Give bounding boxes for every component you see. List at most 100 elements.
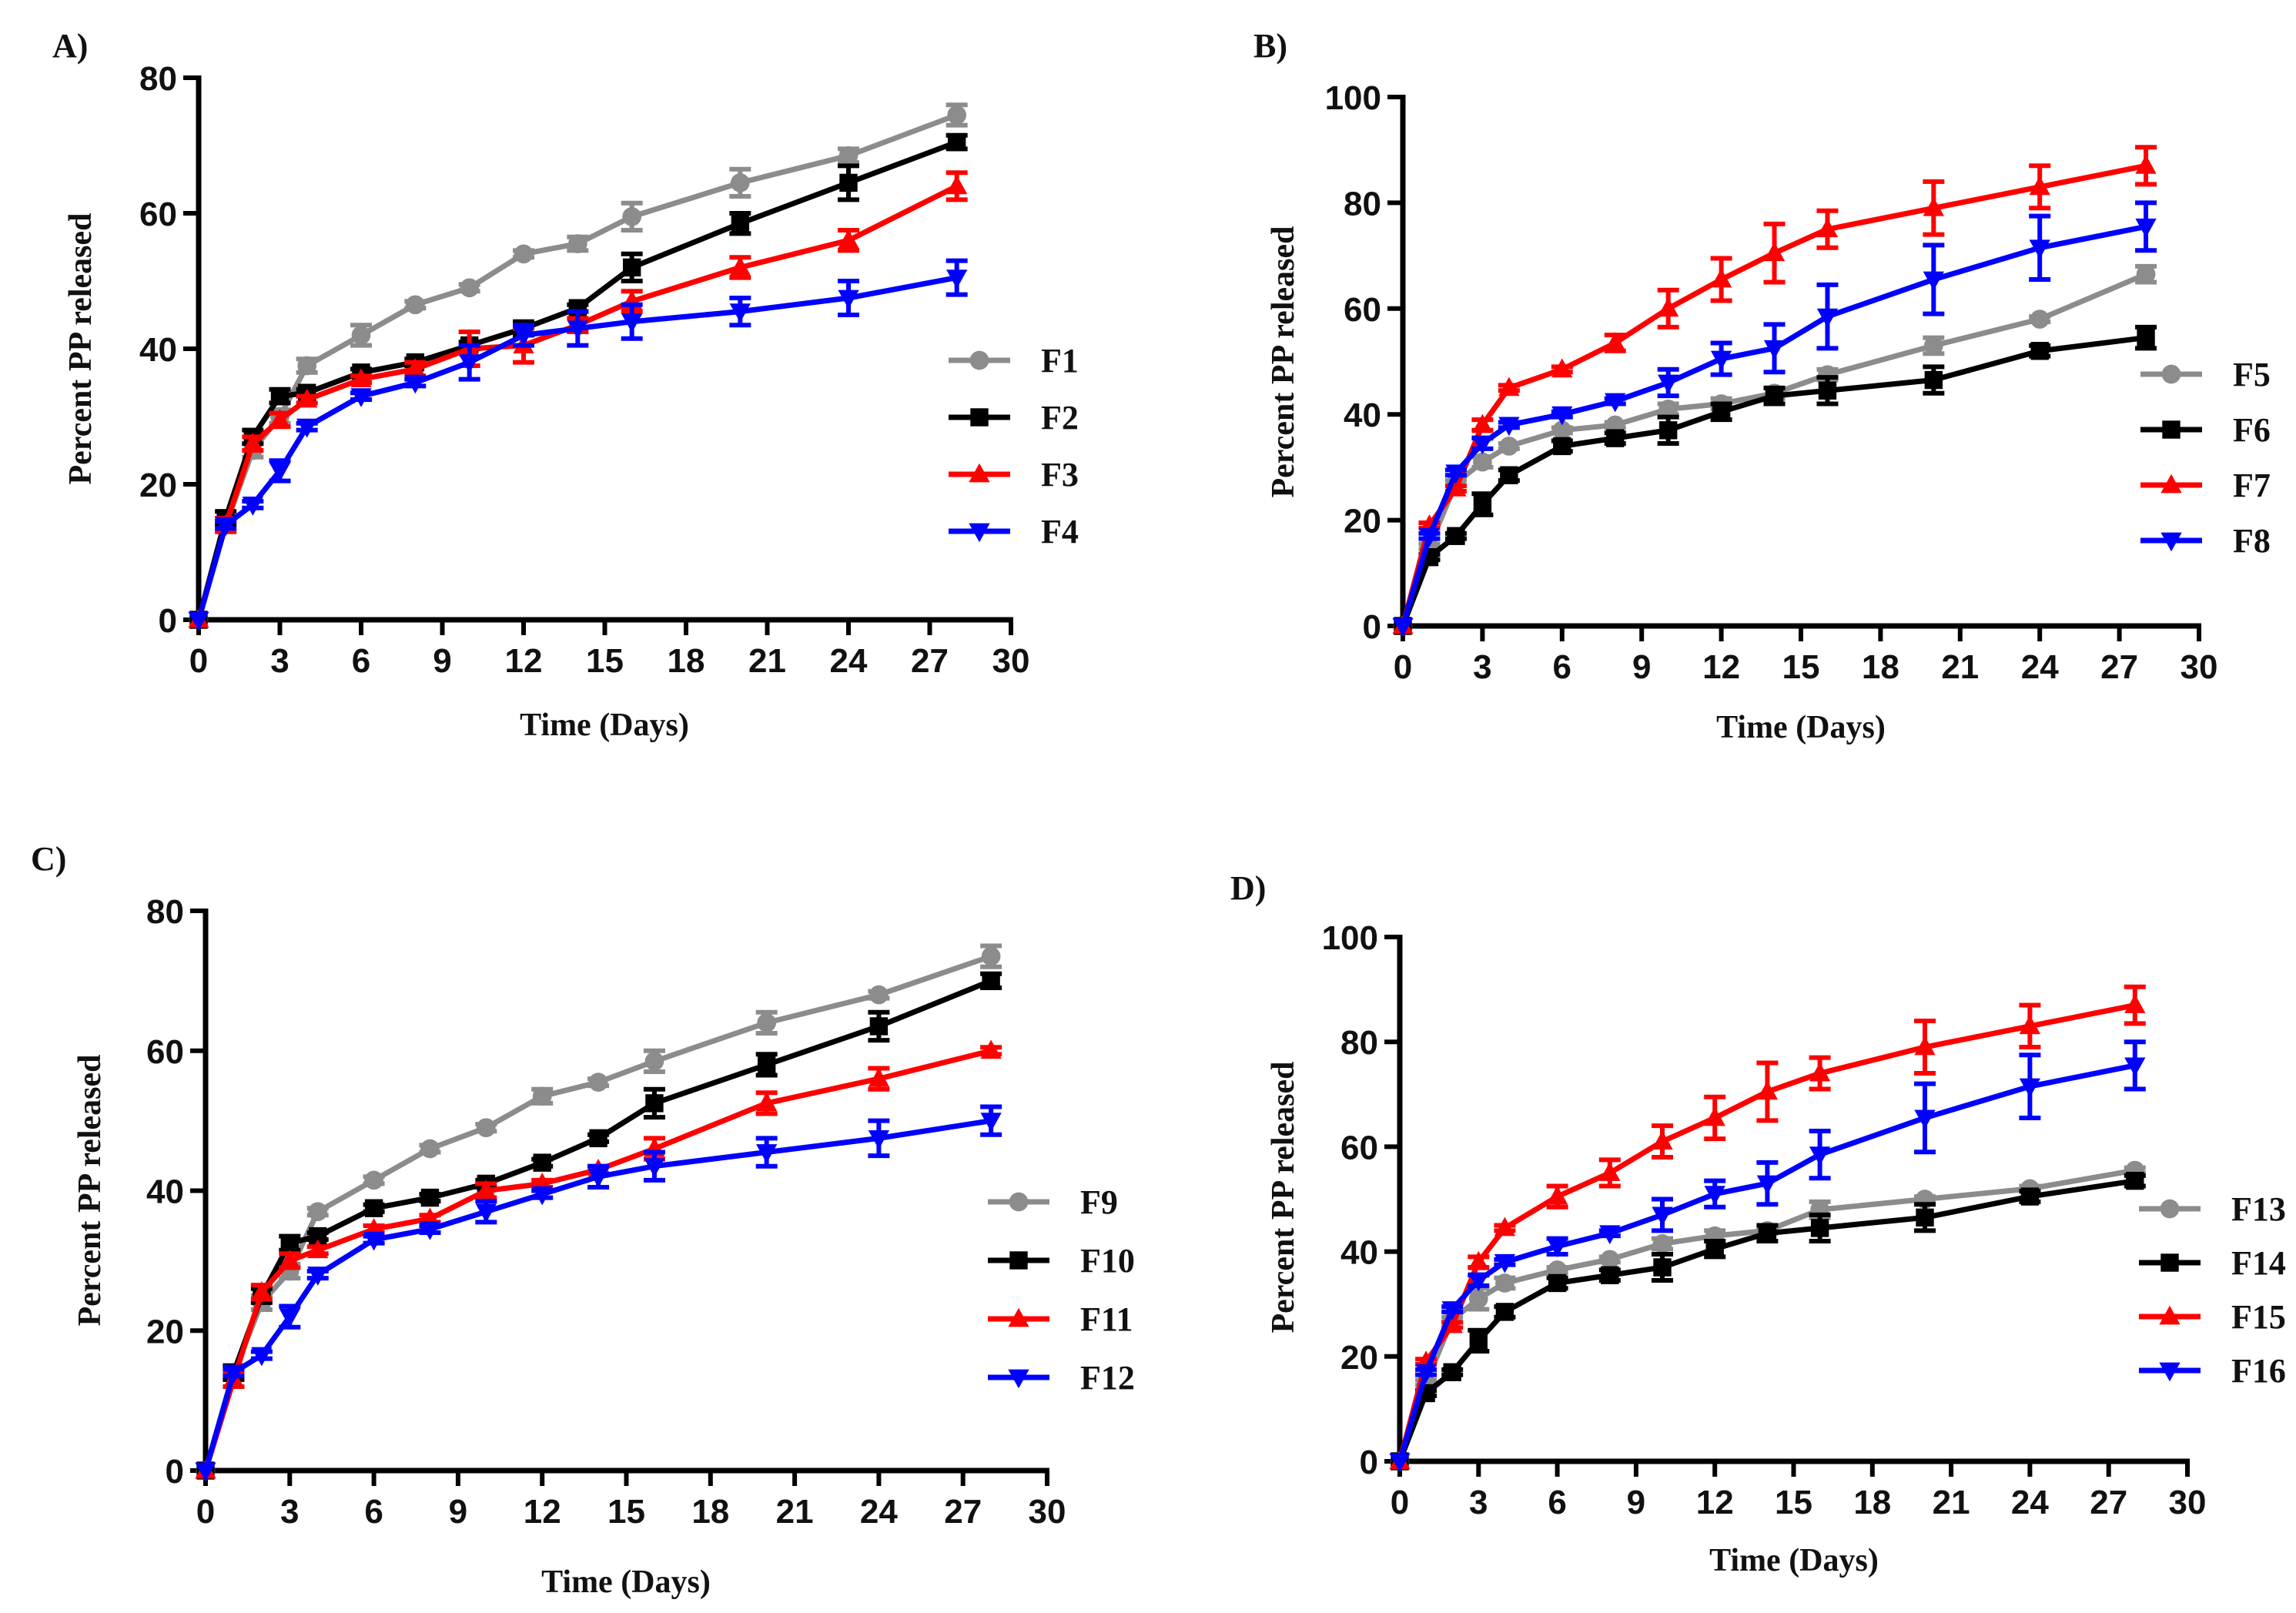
legend-label: F2 bbox=[1041, 399, 1079, 437]
panel-label: A) bbox=[52, 27, 88, 65]
marker-triangle-up bbox=[729, 256, 751, 276]
marker-square bbox=[589, 1129, 607, 1148]
panel-b: B) 0 3 6 9 12 15 18 21 24 27 30 0 20 40 60 80 100 Time (Da… bbox=[1253, 27, 2271, 745]
y-tick-label: 80 bbox=[146, 893, 184, 931]
marker-triangle-up bbox=[1816, 218, 1839, 238]
marker-triangle-down bbox=[729, 303, 751, 323]
marker-square bbox=[1765, 387, 1784, 405]
marker-triangle-up bbox=[2159, 1305, 2181, 1325]
marker-square bbox=[1818, 381, 1837, 400]
marker-triangle-down bbox=[980, 1113, 1002, 1132]
y-axis-title: Percent PP released bbox=[1266, 1062, 1301, 1334]
marker-triangle-down bbox=[242, 497, 263, 516]
series-f8 bbox=[1392, 200, 2157, 638]
marker-triangle-up bbox=[1652, 1130, 1673, 1150]
x-axis-title: Time (Days) bbox=[520, 708, 689, 743]
y-tick-label: 0 bbox=[1360, 1444, 1378, 1481]
x-tick-label: 18 bbox=[1862, 648, 1899, 686]
marker-square bbox=[1553, 437, 1571, 456]
panel-label: C) bbox=[31, 840, 66, 878]
x-tick-label: 6 bbox=[1553, 648, 1571, 686]
x-tick-label: 15 bbox=[1775, 1484, 1812, 1521]
marker-square bbox=[757, 1056, 776, 1074]
x-tick-label: 9 bbox=[433, 642, 451, 680]
series-f12 bbox=[195, 1104, 1002, 1482]
series-f10 bbox=[196, 971, 1002, 1480]
marker-circle bbox=[420, 1139, 440, 1159]
marker-circle bbox=[460, 278, 480, 298]
marker-triangle-down bbox=[2160, 532, 2182, 552]
marker-triangle-down bbox=[1809, 1146, 1831, 1166]
marker-square bbox=[2162, 420, 2181, 439]
x-axis-title: Time (Days) bbox=[1709, 1543, 1879, 1578]
marker-circle bbox=[1658, 399, 1678, 419]
marker-triangle-down bbox=[404, 374, 426, 394]
x-tick-label: 18 bbox=[691, 1493, 729, 1531]
marker-triangle-up bbox=[1914, 1036, 1936, 1056]
legend-label: F9 bbox=[1080, 1183, 1118, 1221]
y-tick-label: 80 bbox=[1344, 185, 1381, 223]
marker-square bbox=[1810, 1219, 1829, 1237]
x-tick-label: 30 bbox=[2169, 1484, 2207, 1521]
x-axis-title: Time (Days) bbox=[541, 1564, 711, 1600]
marker-triangle-down bbox=[2124, 1057, 2146, 1077]
marker-triangle-up bbox=[2124, 994, 2146, 1013]
legend-label: F1 bbox=[1041, 342, 1079, 380]
marker-triangle-up bbox=[2019, 1015, 2041, 1035]
x-tick-label: 6 bbox=[352, 642, 370, 680]
legend-label: F3 bbox=[1041, 456, 1079, 494]
marker-triangle-down bbox=[1415, 1364, 1437, 1384]
marker-triangle-down bbox=[1392, 617, 1414, 638]
marker-circle bbox=[1468, 1289, 1488, 1309]
marker-square bbox=[1009, 1251, 1028, 1270]
marker-triangle-up bbox=[1763, 242, 1786, 262]
marker-circle bbox=[1495, 1273, 1514, 1293]
y-tick-label: 40 bbox=[139, 331, 177, 369]
x-tick-label: 9 bbox=[1627, 1484, 1645, 1521]
y-axis-title: Percent PP released bbox=[72, 1055, 108, 1327]
y-axis-title: Percent PP released bbox=[63, 213, 99, 485]
y-tick-label: 100 bbox=[1325, 79, 1381, 117]
marker-triangle-down bbox=[1710, 350, 1732, 370]
marker-circle bbox=[1473, 452, 1492, 472]
series-f4 bbox=[188, 258, 968, 631]
y-tick-label: 80 bbox=[139, 60, 177, 98]
marker-triangle-down bbox=[1763, 340, 1786, 360]
marker-square bbox=[2137, 328, 2155, 347]
y-tick-label: 60 bbox=[139, 196, 177, 233]
panel-d: D) 0 3 6 9 12 15 18 21 24 27 30 0 20 40 60 80 100 Time (Da… bbox=[1230, 869, 2286, 1578]
legend-label: F12 bbox=[1080, 1359, 1135, 1397]
marker-circle bbox=[1552, 420, 1572, 440]
panel-c: C) 0 3 6 9 12 15 18 21 24 27 30 0 20 40 60 80 Time (Days)… bbox=[31, 840, 1135, 1600]
marker-triangle-up bbox=[2029, 176, 2050, 196]
marker-square bbox=[1447, 527, 1465, 545]
marker-triangle-down bbox=[419, 1221, 441, 1240]
marker-square bbox=[420, 1188, 440, 1207]
series-f11 bbox=[195, 1039, 1002, 1479]
marker-triangle-up bbox=[2160, 474, 2182, 494]
y-tick-label: 40 bbox=[146, 1173, 184, 1211]
marker-triangle-down bbox=[1468, 1272, 1489, 1292]
marker-triangle-down bbox=[1605, 393, 1626, 413]
series-f14 bbox=[1391, 1171, 2146, 1471]
marker-triangle-down bbox=[1441, 1301, 1463, 1320]
x-tick-label: 27 bbox=[2100, 648, 2138, 686]
series-f16 bbox=[1389, 1039, 2146, 1473]
marker-circle bbox=[476, 1118, 496, 1138]
marker-square bbox=[1548, 1273, 1567, 1293]
x-tick-label: 21 bbox=[1941, 648, 1979, 686]
marker-triangle-up bbox=[279, 1250, 300, 1269]
marker-triangle-down bbox=[531, 1186, 553, 1206]
marker-triangle-down bbox=[587, 1168, 609, 1188]
marker-circle bbox=[1652, 1234, 1672, 1253]
marker-triangle-up bbox=[1498, 376, 1520, 397]
marker-triangle-down bbox=[868, 1129, 890, 1150]
marker-square bbox=[270, 387, 290, 406]
x-tick-label: 6 bbox=[364, 1493, 383, 1531]
x-tick-label: 12 bbox=[524, 1493, 561, 1531]
x-axis-title: Time (Days) bbox=[1716, 710, 1886, 745]
marker-triangle-down bbox=[2135, 218, 2157, 238]
marker-triangle-up bbox=[251, 1280, 273, 1300]
marker-circle bbox=[838, 146, 858, 166]
